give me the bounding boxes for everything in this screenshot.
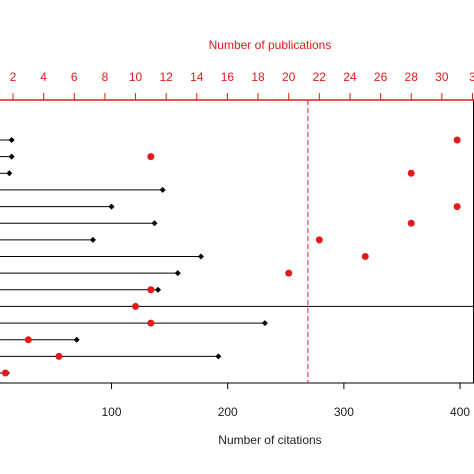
publication-dot bbox=[55, 352, 63, 360]
x2-tick-label: 30 bbox=[435, 70, 449, 84]
x2-tick-label: 22 bbox=[313, 70, 327, 84]
x2-tick-label: 24 bbox=[343, 70, 357, 84]
publication-dot bbox=[407, 219, 415, 227]
citation-max bbox=[174, 270, 181, 277]
citation-max bbox=[73, 336, 80, 343]
citation-max bbox=[89, 236, 96, 243]
publication-dot bbox=[147, 153, 155, 161]
citation-max bbox=[6, 170, 13, 177]
citation-max bbox=[155, 286, 161, 293]
publication-dot bbox=[407, 169, 415, 177]
citation-max bbox=[215, 353, 222, 360]
plot bbox=[0, 136, 474, 377]
citation-max bbox=[159, 186, 166, 193]
citation-max bbox=[8, 153, 15, 160]
x2-tick-label: 20 bbox=[282, 70, 296, 84]
x2-tick-label: 10 bbox=[129, 70, 143, 84]
publication-dot bbox=[1, 369, 9, 377]
publication-dot bbox=[285, 269, 293, 277]
x-tick-label: 300 bbox=[334, 405, 354, 419]
x-tick-label: 100 bbox=[102, 405, 122, 419]
x2-tick-label: 26 bbox=[374, 70, 388, 84]
publication-dot bbox=[24, 336, 32, 344]
x2-tick-label: 3 bbox=[469, 70, 474, 84]
x2-tick-label: 18 bbox=[251, 70, 265, 84]
citation-max bbox=[197, 253, 204, 260]
publication-dot bbox=[361, 253, 369, 260]
x-axis-label: Number of citations bbox=[218, 433, 321, 447]
x2-tick-label: 16 bbox=[221, 70, 235, 84]
citation-max bbox=[8, 137, 15, 143]
x2-tick-label: 2 bbox=[10, 70, 17, 84]
x2-tick-label: 14 bbox=[190, 70, 204, 84]
x-tick-label: 400 bbox=[450, 405, 470, 419]
publication-dot bbox=[147, 286, 155, 294]
x2-tick-label: 12 bbox=[159, 70, 173, 84]
publication-dot bbox=[453, 136, 461, 144]
x2-tick-label: 28 bbox=[405, 70, 419, 84]
x2-axis-label: Number of publications bbox=[209, 38, 332, 52]
publication-dot bbox=[453, 203, 461, 211]
publication-dot bbox=[132, 302, 140, 310]
x2-tick-label: 6 bbox=[71, 70, 78, 84]
x2-tick-label: 8 bbox=[102, 70, 109, 84]
citation-max bbox=[108, 203, 115, 210]
x2-tick-label: 4 bbox=[40, 70, 47, 84]
publication-dot bbox=[315, 236, 323, 244]
citation-max bbox=[261, 320, 268, 327]
x-tick-label: 200 bbox=[218, 405, 238, 419]
citation-max bbox=[151, 220, 158, 227]
publication-dot bbox=[147, 319, 155, 327]
